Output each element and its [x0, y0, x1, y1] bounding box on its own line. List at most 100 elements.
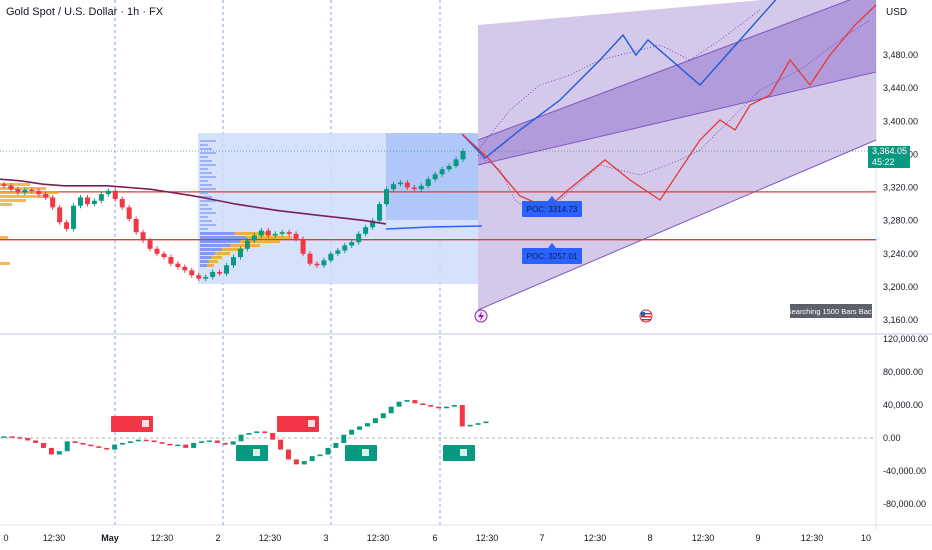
candle-body — [432, 174, 438, 180]
volume-profile-bar — [215, 252, 230, 255]
osc-bar — [278, 439, 284, 450]
candle-body — [105, 190, 111, 195]
x-tick-label: May — [101, 533, 119, 543]
osc-bar — [301, 461, 307, 465]
osc-bar — [246, 433, 252, 435]
bullish-signal-marker — [345, 445, 377, 461]
osc-bar — [143, 439, 149, 442]
volume-profile-bar — [200, 184, 212, 186]
candle-body — [98, 194, 104, 201]
osc-bar — [254, 431, 260, 434]
last-price-tag: 3,364.05 45:22 — [868, 146, 910, 168]
searching-note-text: Searching 1500 Bars Back — [787, 307, 876, 316]
x-tick-label: 9 — [755, 533, 760, 543]
osc-bar — [135, 439, 141, 442]
osc-bar — [96, 446, 102, 448]
volume-profile-bar — [246, 236, 292, 239]
channel-mid-line — [477, 71, 877, 166]
y-tick-label: 3,440.00 — [883, 83, 918, 93]
osc-bar — [309, 456, 315, 462]
candle-body — [460, 151, 466, 160]
candle-body — [78, 197, 83, 206]
volume-profile-bar — [200, 260, 209, 263]
x-tick-label: 8 — [647, 533, 652, 543]
candle-body — [126, 207, 132, 219]
y-tick-label: 3,200.00 — [883, 282, 918, 292]
osc-bar — [199, 441, 205, 443]
osc-bar — [333, 442, 339, 448]
lightning-glyph — [478, 311, 484, 321]
osc-bar — [127, 441, 133, 443]
osc-y-tick-label: -40,000.00 — [883, 466, 926, 476]
last-price-value: 3,364.05 — [872, 146, 908, 156]
poc-label-box — [522, 201, 582, 217]
candle-body — [71, 205, 77, 229]
candle-body — [231, 257, 236, 266]
osc-bar — [317, 454, 323, 457]
volume-profile-bar — [0, 203, 12, 206]
osc-bar — [80, 442, 86, 445]
candle-body — [258, 230, 264, 236]
candle-body — [425, 179, 431, 186]
candle-body — [279, 232, 285, 234]
candle-body — [446, 165, 452, 170]
candle-body — [265, 230, 271, 236]
volume-profile-bar — [200, 172, 212, 174]
candle-body — [140, 232, 146, 241]
candle-body — [57, 207, 63, 223]
poc-label-pointer — [548, 196, 556, 201]
candle-body — [321, 260, 327, 266]
osc-bar — [262, 431, 268, 434]
volume-profile-bar — [0, 236, 8, 239]
bullish-signal-marker — [443, 445, 475, 461]
bullish-signal-marker — [236, 445, 268, 461]
osc-y-tick-label: 80,000.00 — [883, 367, 923, 377]
candle-body — [189, 270, 195, 276]
osc-bar — [467, 424, 473, 427]
axes: 0 12:30 May 12:30 2 12:30 3 12:30 6 12:30 7 12:30 8 1… — [3, 50, 928, 543]
candle-body — [335, 250, 341, 254]
moving-average — [0, 178, 483, 230]
volume-profile-bar — [207, 264, 214, 267]
candle-body — [50, 197, 56, 208]
candle-body — [196, 275, 202, 279]
y-tick-label: 3,480.00 — [883, 50, 918, 60]
osc-bar — [349, 429, 355, 435]
osc-bar — [48, 447, 54, 455]
projection-path-bullish — [461, 0, 777, 159]
osc-bar — [341, 434, 347, 443]
volume-profile-bar — [200, 160, 212, 162]
candle-body — [8, 185, 14, 190]
osc-bar — [475, 423, 481, 425]
osc-bar — [238, 434, 244, 442]
projection-inner-band — [478, 0, 876, 165]
volume-profile-bar — [200, 236, 246, 239]
candle-body — [217, 271, 223, 274]
osc-bar — [214, 440, 220, 443]
volume-profile-bar — [200, 252, 215, 255]
candle-body — [43, 194, 49, 198]
flag-stripe — [641, 319, 651, 321]
currency-label[interactable]: USD — [886, 7, 908, 18]
candle-body — [439, 169, 445, 175]
osc-bar — [270, 433, 276, 440]
candle-body — [91, 200, 97, 205]
osc-y-tick-label: 0.00 — [883, 433, 901, 443]
signal-glyph — [460, 449, 467, 456]
osc-bar — [183, 444, 189, 448]
osc-bar — [1, 436, 7, 438]
x-tick-label: 12:30 — [692, 533, 715, 543]
candle-body — [175, 263, 181, 267]
candle-body — [244, 240, 250, 249]
volume-profile-bar — [209, 260, 218, 263]
osc-bar — [120, 442, 126, 445]
osc-bar — [443, 406, 449, 409]
y-tick-label: 3,320.00 — [883, 183, 918, 193]
signal-glyph — [362, 449, 369, 456]
osc-bar — [222, 442, 228, 445]
osc-y-tick-label: 120,000.00 — [883, 334, 928, 344]
candle-body — [286, 232, 292, 234]
osc-bar — [380, 413, 386, 419]
candle-body — [370, 220, 376, 228]
candle-body — [119, 199, 125, 208]
